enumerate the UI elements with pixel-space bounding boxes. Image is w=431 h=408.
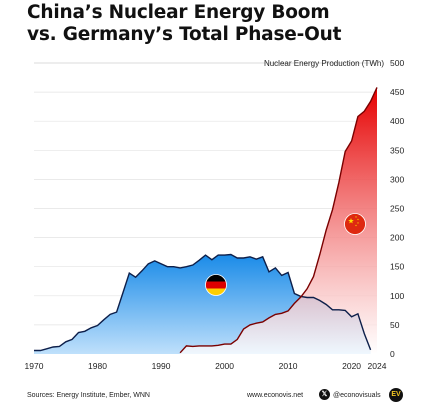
title-line-1: China’s Nuclear Energy Boom xyxy=(27,2,330,23)
y-tick-0: 0 xyxy=(390,349,395,359)
x-tick-1980: 1980 xyxy=(88,361,107,371)
x-icon: 𝕏 xyxy=(319,389,330,400)
x-tick-1970: 1970 xyxy=(25,361,44,371)
social-handle[interactable]: @econovisuals xyxy=(333,392,381,399)
y-tick-400: 400 xyxy=(390,116,404,126)
y-tick-300: 300 xyxy=(390,174,404,184)
x-tick-2010: 2010 xyxy=(279,361,298,371)
sources-text: Sources: Energy Institute, Ember, WNN xyxy=(27,392,150,399)
germany-flag-icon xyxy=(205,274,227,296)
y-tick-350: 350 xyxy=(390,145,404,155)
y-tick-100: 100 xyxy=(390,291,404,301)
page-title: China’s Nuclear Energy Boom vs. Germany’… xyxy=(27,2,341,46)
y-tick-250: 250 xyxy=(390,204,404,214)
nuclear-chart: Nuclear Energy Production (TWh) 0 50 100 15… xyxy=(25,58,405,371)
china-area xyxy=(180,87,377,355)
y-tick-50: 50 xyxy=(390,320,400,330)
x-tick-2020: 2020 xyxy=(342,361,361,371)
china-flag-icon xyxy=(344,213,366,235)
x-tick-1990: 1990 xyxy=(152,361,171,371)
x-tick-2024: 2024 xyxy=(368,361,387,371)
website-link[interactable]: www.econovis.net xyxy=(247,392,304,399)
footer: Sources: Energy Institute, Ember, WNN ww… xyxy=(0,386,431,408)
x-tick-labels: 1970 1980 1990 2000 2010 2020 2024 xyxy=(25,361,387,371)
y-axis-label: Nuclear Energy Production (TWh) xyxy=(264,59,384,68)
y-tick-450: 450 xyxy=(390,87,404,97)
germany-line xyxy=(34,253,372,352)
x-tick-2000: 2000 xyxy=(215,361,234,371)
y-tick-500: 500 xyxy=(390,58,404,68)
title-line-2: vs. Germany’s Total Phase-Out xyxy=(27,24,342,45)
y-tick-150: 150 xyxy=(390,262,404,272)
y-tick-labels: 0 50 100 150 200 250 300 350 400 450 500 xyxy=(390,58,404,359)
y-tick-200: 200 xyxy=(390,233,404,243)
china-line xyxy=(179,87,378,354)
econovis-logo-icon: EV xyxy=(389,388,403,402)
